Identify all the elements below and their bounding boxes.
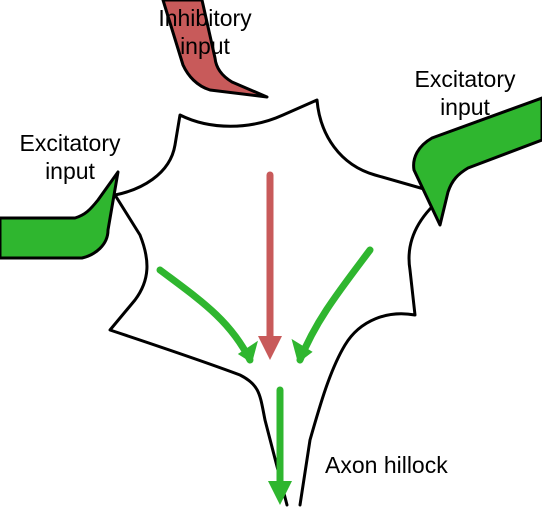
left-arrow bbox=[160, 270, 250, 360]
label-inhibitory: Inhibitory input bbox=[140, 5, 270, 60]
label-axon-hillock: Axon hillock bbox=[325, 452, 485, 480]
label-excitatory-left: Excitatory input bbox=[5, 130, 135, 185]
right-arrow bbox=[300, 250, 370, 360]
label-excitatory-right: Excitatory input bbox=[400, 66, 530, 121]
center-arrow-head bbox=[258, 336, 282, 360]
down-arrow-head bbox=[268, 481, 292, 505]
